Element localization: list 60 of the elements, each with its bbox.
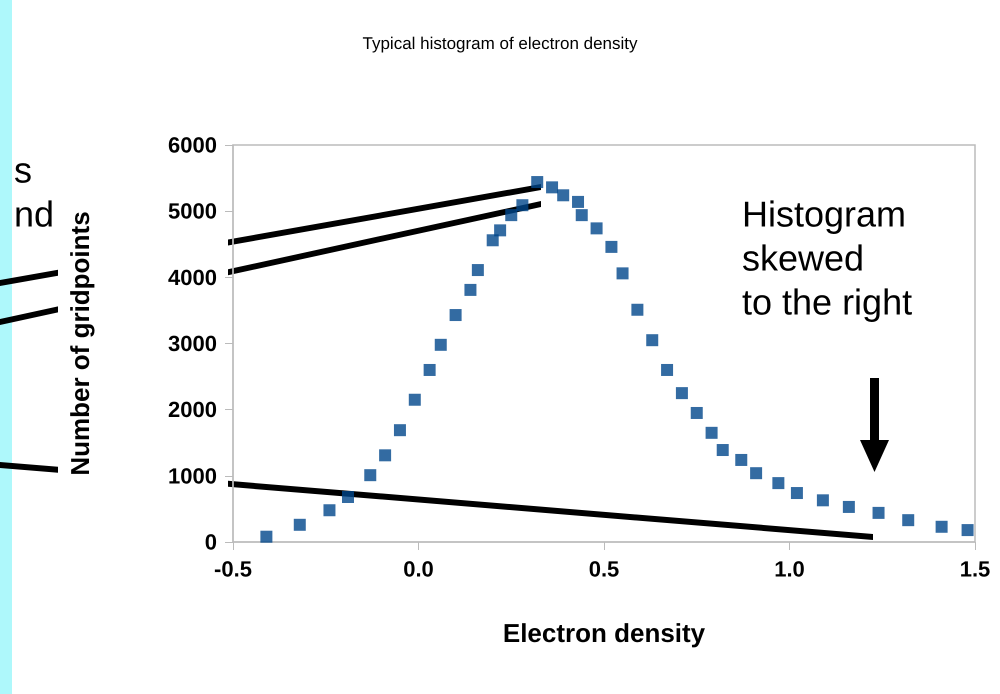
- point: [616, 267, 629, 280]
- x-tick-label: 1.0: [774, 556, 805, 582]
- point: [505, 209, 518, 222]
- point: [364, 469, 376, 482]
- point: [902, 514, 914, 526]
- point: [690, 406, 703, 419]
- point: [472, 264, 484, 276]
- point: [486, 234, 499, 246]
- point: [576, 209, 588, 222]
- point: [816, 494, 829, 506]
- point: [408, 394, 421, 406]
- annotation: Histogram skewed to the right: [742, 194, 912, 322]
- x-tick-label: 1.5: [960, 556, 990, 582]
- y-tick-label: 6000: [168, 132, 217, 158]
- y-tick-label: 1000: [168, 463, 217, 488]
- point: [646, 334, 658, 346]
- point: [557, 189, 570, 202]
- point: [735, 454, 748, 466]
- point: [516, 199, 528, 212]
- y-tick-label: 2000: [168, 397, 217, 422]
- point: [572, 196, 584, 208]
- point: [772, 477, 784, 490]
- x-tick-label: 0.0: [403, 556, 434, 582]
- point: [936, 520, 948, 533]
- point: [790, 487, 803, 500]
- point: [661, 364, 674, 376]
- point: [842, 500, 855, 513]
- point: [676, 387, 688, 400]
- point: [750, 467, 762, 480]
- point: [605, 240, 618, 253]
- y-tick-label: 3000: [168, 331, 217, 356]
- text: nd: [14, 194, 54, 234]
- point: [962, 524, 974, 536]
- point: [424, 364, 436, 376]
- point: [872, 506, 885, 519]
- point: [531, 176, 544, 188]
- y-axis-title: Number of gridpoints: [65, 211, 95, 476]
- point: [716, 444, 729, 456]
- point: [379, 449, 392, 462]
- x-axis-title: Electron density: [502, 618, 706, 648]
- point: [294, 518, 306, 531]
- point: [590, 222, 603, 234]
- x-tick-label: -0.5: [214, 556, 252, 582]
- point: [342, 491, 354, 504]
- point: [450, 309, 462, 322]
- point: [394, 424, 406, 436]
- text: s: [14, 150, 32, 190]
- point: [464, 284, 476, 296]
- y-tick-label: 4000: [168, 264, 217, 290]
- point: [434, 338, 447, 351]
- point: [494, 224, 506, 236]
- y-tick-label: 0: [204, 530, 217, 554]
- y-tick-label: 5000: [168, 198, 217, 224]
- chart-title: Typical histogram of electron density: [362, 34, 638, 53]
- point: [323, 504, 336, 516]
- point: [631, 304, 644, 316]
- point: [260, 530, 272, 543]
- x-tick-label: 0.5: [588, 556, 620, 582]
- point: [706, 426, 718, 439]
- point: [546, 181, 558, 194]
